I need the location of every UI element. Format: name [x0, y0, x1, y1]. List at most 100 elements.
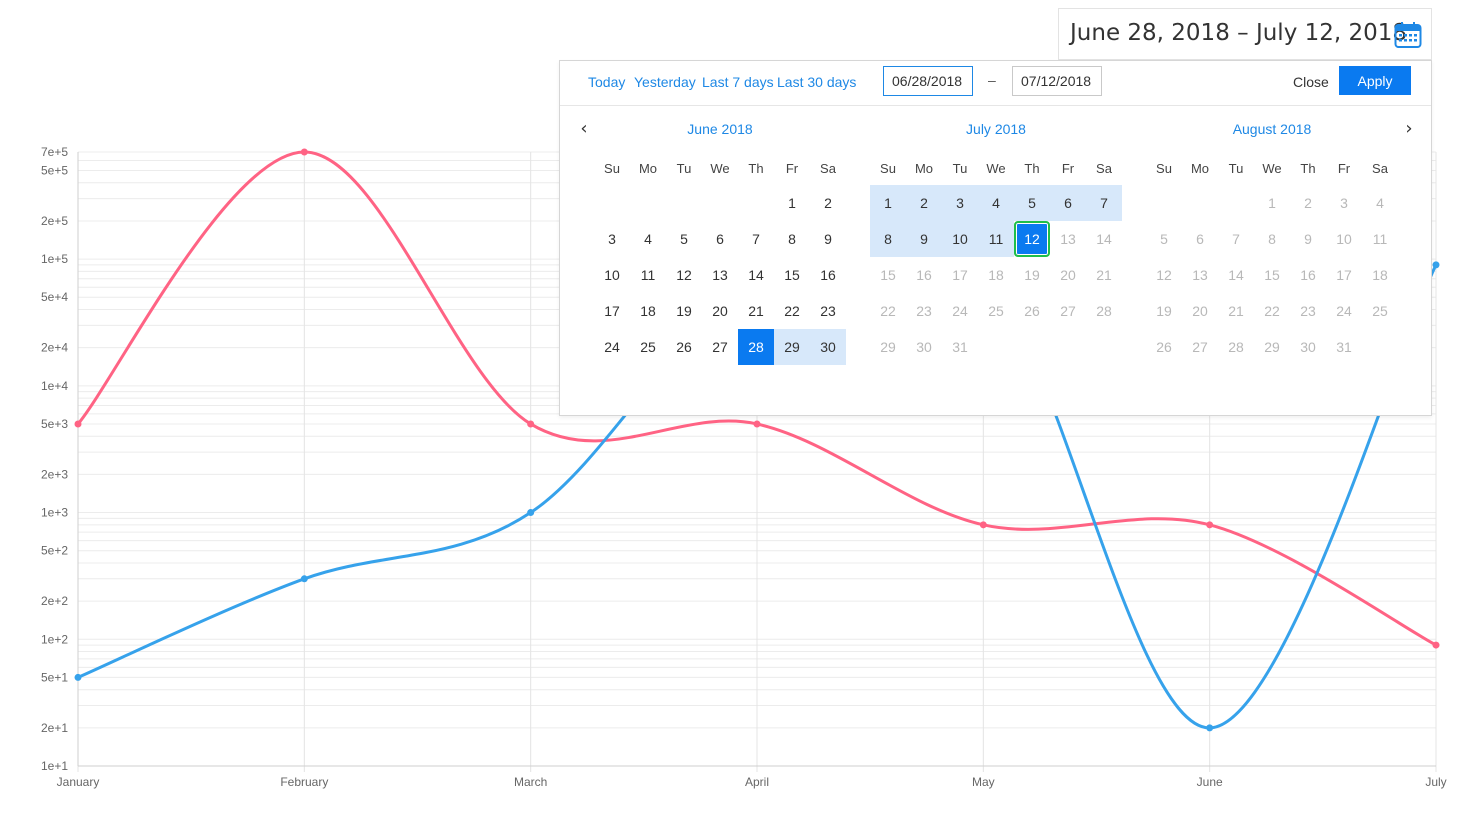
weekday-label: Su [880, 161, 896, 176]
calendar-day[interactable]: 14 [748, 267, 764, 283]
calendar-day[interactable]: 3 [942, 185, 978, 221]
calendar-day[interactable]: 30 [810, 329, 846, 365]
data-point [300, 148, 308, 156]
date-range-text: June 28, 2018 – July 12, 2018 [1070, 20, 1408, 46]
weekday-label: We [1262, 161, 1282, 176]
calendar-day[interactable]: 29 [774, 329, 810, 365]
close-button[interactable]: Close [1293, 74, 1329, 90]
calendar-day: 5 [1160, 231, 1168, 247]
calendar-day[interactable]: 8 [870, 221, 906, 257]
calendar-day: 20 [1060, 267, 1076, 283]
calendar-day[interactable]: 18 [640, 303, 656, 319]
preset-today[interactable]: Today [588, 74, 626, 90]
y-tick-label: 7e+5 [41, 145, 68, 159]
data-point [753, 420, 761, 428]
calendar-day: 24 [952, 303, 968, 319]
x-tick-label: March [514, 775, 547, 789]
calendar-day: 28 [1228, 339, 1244, 355]
calendar-day[interactable]: 4 [978, 185, 1014, 221]
weekday-label: Sa [1096, 161, 1112, 176]
preset-yesterday[interactable]: Yesterday [634, 74, 696, 90]
calendar-day[interactable]: 20 [712, 303, 728, 319]
weekday-label: Sa [1372, 161, 1388, 176]
calendar-day: 27 [1060, 303, 1076, 319]
calendar-day[interactable]: 8 [788, 231, 796, 247]
x-tick-label: July [1425, 775, 1446, 789]
calendar-day: 12 [1156, 267, 1172, 283]
next-month-icon[interactable]: › [1405, 118, 1413, 139]
calendar-day[interactable]: 11 [978, 221, 1014, 257]
y-tick-label: 2e+4 [41, 341, 68, 355]
calendar-day[interactable]: 23 [820, 303, 836, 319]
data-point [527, 509, 535, 517]
calendar-day[interactable]: 6 [716, 231, 724, 247]
calendar-day[interactable]: 2 [824, 195, 832, 211]
calendar-day[interactable]: 1 [788, 195, 796, 211]
range-start-day[interactable]: 28 [738, 329, 774, 365]
calendar-day: 19 [1156, 303, 1172, 319]
y-tick-label: 1e+5 [41, 252, 68, 266]
prev-month-icon[interactable]: ‹ [580, 118, 588, 139]
calendar-day[interactable]: 19 [676, 303, 692, 319]
calendar-day: 29 [1264, 339, 1280, 355]
calendar-icon[interactable] [1394, 21, 1422, 49]
calendar-day[interactable]: 16 [820, 267, 836, 283]
calendar-day[interactable]: 3 [608, 231, 616, 247]
calendar-day[interactable]: 11 [640, 267, 656, 283]
calendar-day[interactable]: 17 [604, 303, 620, 319]
calendar-day[interactable]: 22 [784, 303, 800, 319]
weekday-label: Fr [1061, 161, 1075, 176]
x-tick-label: May [972, 775, 995, 789]
calendar-day[interactable]: 7 [1086, 185, 1122, 221]
data-point [1432, 641, 1440, 649]
calendar-day[interactable]: 24 [604, 339, 620, 355]
calendar-day[interactable]: 12 [676, 267, 692, 283]
calendar-day: 9 [1304, 231, 1312, 247]
calendar-day[interactable]: 5 [1014, 185, 1050, 221]
end-date-input[interactable] [1012, 66, 1102, 96]
weekday-label: Fr [785, 161, 799, 176]
x-tick-label: January [57, 775, 100, 789]
calendar-day[interactable]: 21 [748, 303, 764, 319]
calendar-day[interactable]: 7 [752, 231, 760, 247]
calendar-day[interactable]: 6 [1050, 185, 1086, 221]
calendar-day[interactable]: 9 [824, 231, 832, 247]
date-range-field[interactable]: June 28, 2018 – July 12, 2018 [1058, 8, 1432, 60]
preset-last-7-days[interactable]: Last 7 days [702, 74, 774, 90]
date-range-picker: Today Yesterday Last 7 days Last 30 days… [559, 60, 1432, 416]
calendar-day[interactable]: 4 [644, 231, 652, 247]
calendar-day: 17 [952, 267, 968, 283]
calendar-day: 23 [1300, 303, 1316, 319]
calendar-day[interactable]: 5 [680, 231, 688, 247]
data-point [1206, 724, 1214, 732]
weekday-label: Su [1156, 161, 1172, 176]
calendar-day: 26 [1156, 339, 1172, 355]
calendar-day[interactable]: 10 [604, 267, 620, 283]
y-tick-label: 2e+2 [41, 594, 68, 608]
calendar-day: 21 [1096, 267, 1112, 283]
calendar-day[interactable]: 13 [712, 267, 728, 283]
calendar-day[interactable]: 9 [906, 221, 942, 257]
apply-button[interactable]: Apply [1339, 66, 1411, 95]
calendar-day[interactable]: 15 [784, 267, 800, 283]
data-point [74, 420, 82, 428]
calendar-day: 18 [1372, 267, 1388, 283]
calendar-day[interactable]: 1 [870, 185, 906, 221]
data-point [74, 673, 82, 681]
range-end-day[interactable]: 12 [1014, 221, 1050, 257]
month-title: August 2018 [1232, 121, 1312, 137]
weekday-label: Su [604, 161, 620, 176]
y-tick-label: 1e+4 [41, 379, 68, 393]
start-date-input[interactable] [883, 66, 973, 96]
calendar-day: 15 [1264, 267, 1280, 283]
calendar-day[interactable]: 27 [712, 339, 728, 355]
data-point [300, 575, 308, 583]
calendar-day[interactable]: 25 [640, 339, 656, 355]
range-separator: – [988, 72, 996, 88]
calendar-day[interactable]: 10 [942, 221, 978, 257]
weekday-label: Th [748, 161, 764, 176]
y-tick-label: 2e+1 [41, 721, 68, 735]
preset-last-30-days[interactable]: Last 30 days [777, 74, 857, 90]
calendar-day[interactable]: 26 [676, 339, 692, 355]
calendar-day[interactable]: 2 [906, 185, 942, 221]
